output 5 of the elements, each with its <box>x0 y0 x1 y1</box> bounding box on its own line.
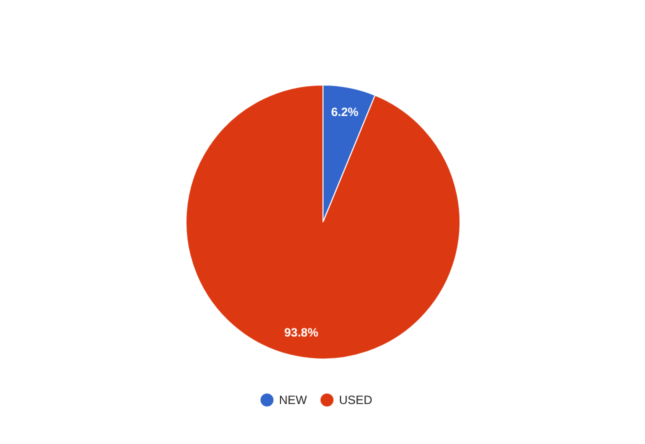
pie-slice <box>186 84 460 360</box>
legend-label: NEW <box>279 393 308 408</box>
legend-label: USED <box>339 393 373 408</box>
data-label: 93.8% <box>284 325 319 340</box>
data-label: 6.2% <box>331 104 359 119</box>
